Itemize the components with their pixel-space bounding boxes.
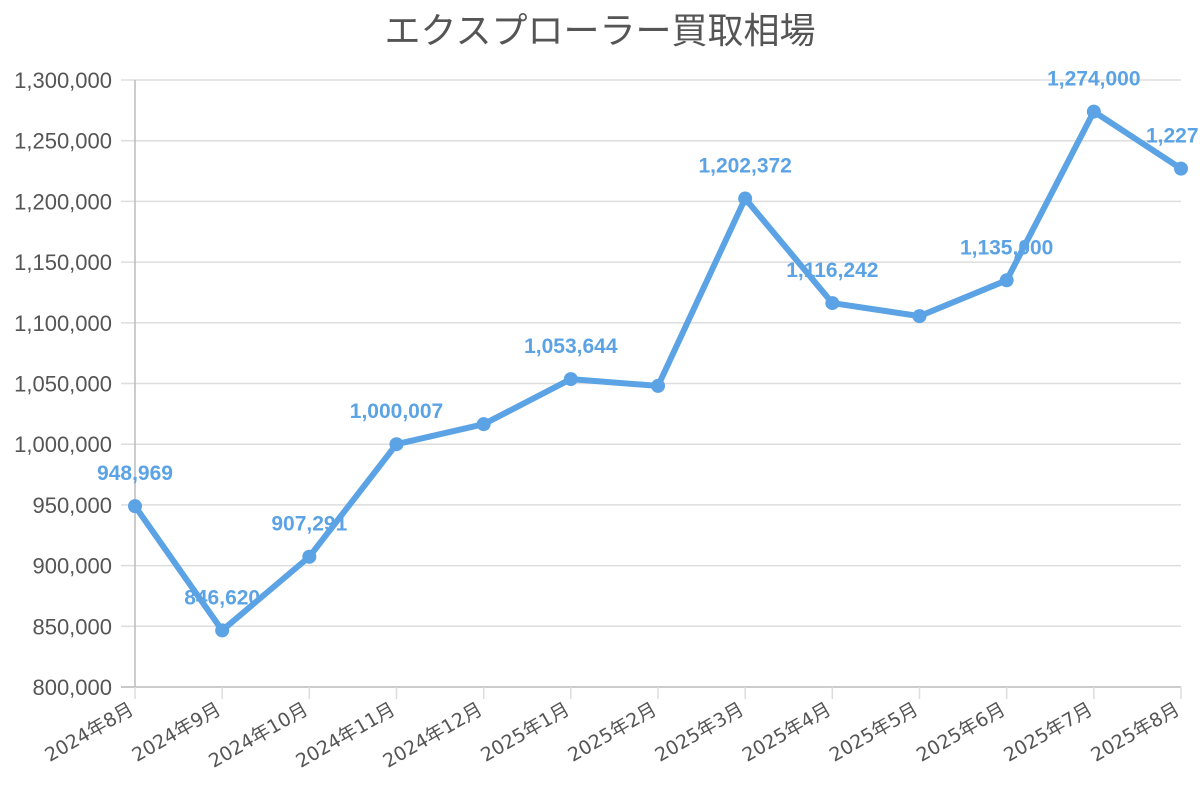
y-tick-label: 1,200,000 xyxy=(14,189,112,214)
x-tick-label: 2025年8月 xyxy=(1087,698,1183,766)
data-point xyxy=(128,499,142,514)
grid-lines xyxy=(135,79,1181,628)
series-line xyxy=(132,108,1184,634)
data-point xyxy=(738,191,753,206)
data-label: 1,202,372 xyxy=(698,155,791,178)
data-labels: 948,969 846,620 907,291 1,000,007 1,053,644 1… xyxy=(97,68,1200,610)
x-tick-label: 2025年4月 xyxy=(739,698,835,766)
data-point xyxy=(563,372,578,387)
y-tick-label: 850,000 xyxy=(32,614,112,639)
data-label: 1,000,007 xyxy=(350,400,443,423)
x-tick-label: 2025年1月 xyxy=(477,698,573,766)
data-point xyxy=(302,549,317,564)
data-label: 907,291 xyxy=(271,513,347,536)
x-tick-label: 2025年2月 xyxy=(564,698,660,766)
x-tick-label: 2024年12月 xyxy=(379,698,486,772)
data-point xyxy=(389,437,404,452)
y-tick-label: 1,000,000 xyxy=(14,432,112,457)
data-point xyxy=(825,296,840,311)
y-tick-label: 900,000 xyxy=(32,554,112,579)
axes xyxy=(121,79,1182,699)
data-point xyxy=(651,378,665,393)
data-point xyxy=(476,417,491,432)
x-tick-label: 2025年6月 xyxy=(913,698,1009,766)
x-tick-label: 2025年5月 xyxy=(826,698,922,766)
x-tick-label: 2025年7月 xyxy=(1000,698,1096,766)
y-tick-label: 1,050,000 xyxy=(14,372,112,397)
y-tick-label: 1,300,000 xyxy=(14,68,112,93)
series-layer xyxy=(128,104,1188,638)
data-point xyxy=(1174,161,1188,176)
y-tick-label: 800,000 xyxy=(32,675,112,700)
x-tick-label: 2025年3月 xyxy=(651,698,747,766)
data-label: 1,135,000 xyxy=(960,236,1053,259)
data-label: 1,053,644 xyxy=(524,335,618,358)
y-tick-label: 1,250,000 xyxy=(14,129,112,154)
data-label: 1,274,000 xyxy=(1047,68,1140,91)
data-label: 948,969 xyxy=(97,462,173,485)
data-label: 1,227,0 xyxy=(1146,125,1200,148)
y-tick-label: 950,000 xyxy=(32,493,112,518)
chart-title: エクスプローラー買取相場 xyxy=(384,11,816,52)
data-label: 846,620 xyxy=(184,586,260,609)
x-tick-label: 2024年8月 xyxy=(41,698,137,766)
data-point xyxy=(999,273,1014,288)
data-label: 1,116,242 xyxy=(786,259,878,282)
y-tick-label: 1,100,000 xyxy=(14,311,112,336)
data-point xyxy=(912,309,927,324)
y-tick-labels: 800,000 850,000 900,000 950,000 1,000,000 1,0… xyxy=(14,68,112,700)
x-tick-labels: 2024年8月2024年9月2024年10月2024年11月2024年12月20… xyxy=(41,698,1183,772)
y-tick-label: 1,150,000 xyxy=(14,250,112,275)
data-point xyxy=(215,623,230,638)
data-point xyxy=(1086,104,1101,119)
